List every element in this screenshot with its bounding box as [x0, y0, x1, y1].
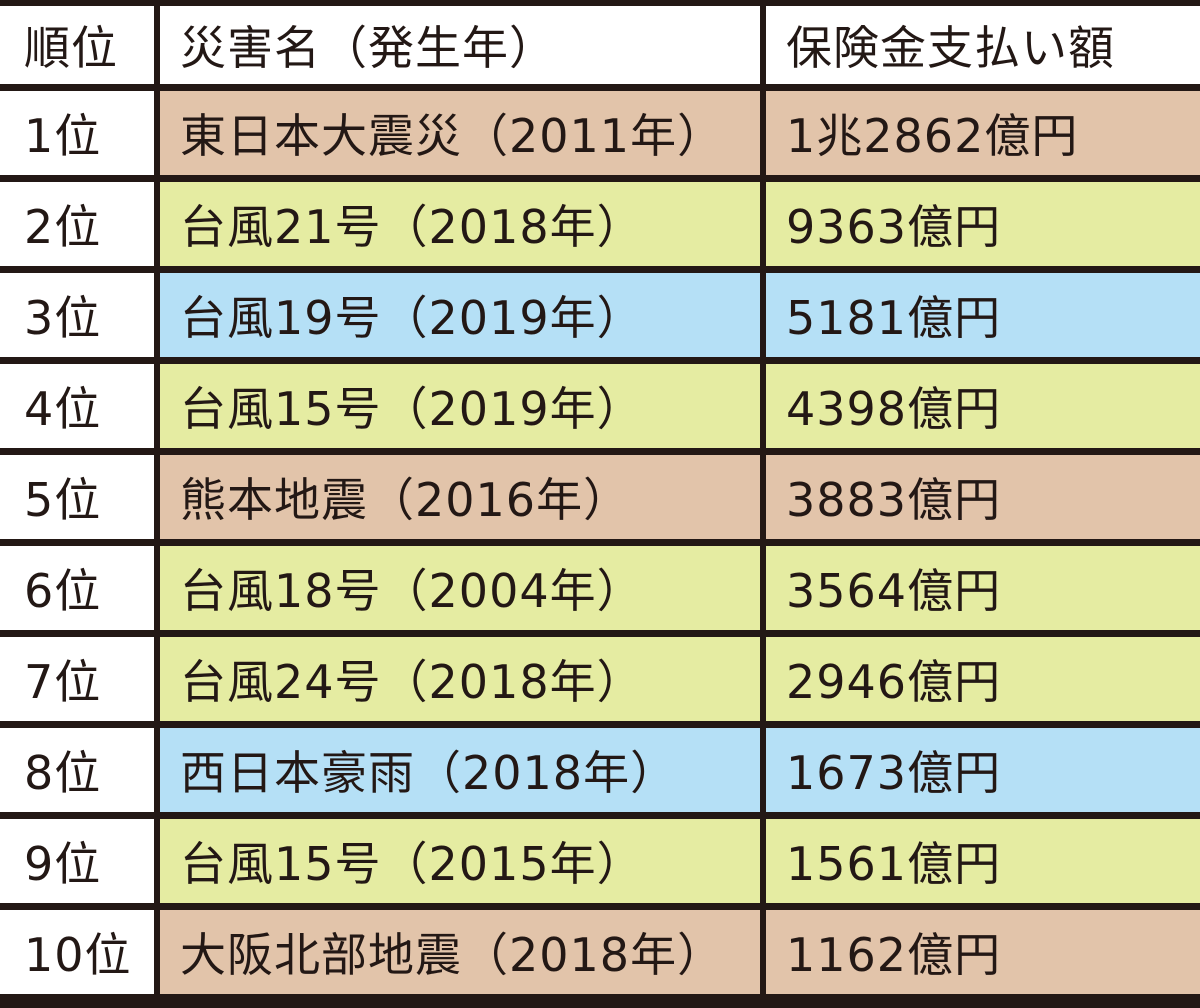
disaster-cell: 台風15号（2015年） [160, 819, 760, 903]
payment-cell: 1兆2862億円 [766, 91, 1200, 175]
payment-cell: 1162億円 [766, 910, 1200, 994]
header-payment: 保険金支払い額 [766, 6, 1200, 84]
disaster-cell: 台風21号（2018年） [160, 182, 760, 266]
rank-cell: 4位 [0, 364, 154, 448]
payment-cell: 1673億円 [766, 728, 1200, 812]
header-rank: 順位 [0, 6, 154, 84]
rank-cell: 8位 [0, 728, 154, 812]
rank-cell: 2位 [0, 182, 154, 266]
disaster-cell: 台風24号（2018年） [160, 637, 760, 721]
payment-cell: 1561億円 [766, 819, 1200, 903]
payment-cell: 5181億円 [766, 273, 1200, 357]
header-disaster: 災害名（発生年） [160, 6, 760, 84]
disaster-cell: 台風15号（2019年） [160, 364, 760, 448]
rank-cell: 10位 [0, 910, 154, 994]
rank-cell: 5位 [0, 455, 154, 539]
payment-cell: 3883億円 [766, 455, 1200, 539]
rank-cell: 1位 [0, 91, 154, 175]
disaster-cell: 熊本地震（2016年） [160, 455, 760, 539]
payment-cell: 4398億円 [766, 364, 1200, 448]
rank-cell: 9位 [0, 819, 154, 903]
disaster-cell: 西日本豪雨（2018年） [160, 728, 760, 812]
payment-cell: 2946億円 [766, 637, 1200, 721]
rank-cell: 7位 [0, 637, 154, 721]
disaster-cell: 台風18号（2004年） [160, 546, 760, 630]
payment-cell: 3564億円 [766, 546, 1200, 630]
payment-cell: 9363億円 [766, 182, 1200, 266]
disaster-cell: 大阪北部地震（2018年） [160, 910, 760, 994]
rank-cell: 3位 [0, 273, 154, 357]
disaster-cell: 東日本大震災（2011年） [160, 91, 760, 175]
rank-cell: 6位 [0, 546, 154, 630]
disaster-cell: 台風19号（2019年） [160, 273, 760, 357]
